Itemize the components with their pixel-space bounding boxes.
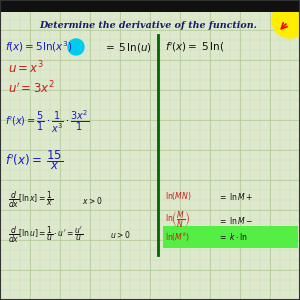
Text: $f'(x) = \;\dfrac{15}{x}$: $f'(x) = \;\dfrac{15}{x}$ bbox=[5, 148, 63, 172]
Text: $\ln(M^k)$: $\ln(M^k)$ bbox=[165, 230, 190, 244]
Text: $= \;k\cdot\ln$: $= \;k\cdot\ln$ bbox=[218, 232, 248, 242]
Bar bbox=[163, 226, 298, 248]
Circle shape bbox=[68, 39, 84, 55]
Text: $\ln\!\left(\dfrac{M}{N}\right)$: $\ln\!\left(\dfrac{M}{N}\right)$ bbox=[165, 210, 190, 230]
Text: $= \;5\,\ln(u)$: $= \;5\,\ln(u)$ bbox=[103, 40, 152, 53]
Text: $\ln(MN)$: $\ln(MN)$ bbox=[165, 190, 192, 202]
Text: $f'(x) = \;5\,\ln($: $f'(x) = \;5\,\ln($ bbox=[165, 40, 224, 54]
Text: $f'(x) = \dfrac{5}{1} \cdot \dfrac{1}{x^3} \cdot \dfrac{3x^2}{1}$: $f'(x) = \dfrac{5}{1} \cdot \dfrac{1}{x^… bbox=[5, 109, 89, 135]
Text: $\dfrac{d}{dx}[\ln u]=\dfrac{1}{u}\cdot u'=\dfrac{u'}{u}$: $\dfrac{d}{dx}[\ln u]=\dfrac{1}{u}\cdot … bbox=[8, 225, 83, 245]
Text: $= \;\ln M-$: $= \;\ln M-$ bbox=[218, 214, 253, 226]
Text: $x>0$: $x>0$ bbox=[82, 194, 102, 206]
Text: $u>0$: $u>0$ bbox=[110, 230, 130, 241]
Text: $u = x^3$: $u = x^3$ bbox=[8, 60, 44, 76]
Text: $u' = 3x^2$: $u' = 3x^2$ bbox=[8, 80, 55, 96]
Text: $= \;\ln M+$: $= \;\ln M+$ bbox=[218, 190, 253, 202]
Circle shape bbox=[272, 2, 300, 38]
Bar bbox=[0, 0, 300, 12]
Text: $\dfrac{d}{dx}[\ln x]=\dfrac{1}{x}$: $\dfrac{d}{dx}[\ln x]=\dfrac{1}{x}$ bbox=[8, 190, 53, 210]
Text: Determine the derivative of the function.: Determine the derivative of the function… bbox=[39, 22, 257, 31]
Text: $f(x)=5\ln(x^3)$: $f(x)=5\ln(x^3)$ bbox=[5, 40, 72, 54]
